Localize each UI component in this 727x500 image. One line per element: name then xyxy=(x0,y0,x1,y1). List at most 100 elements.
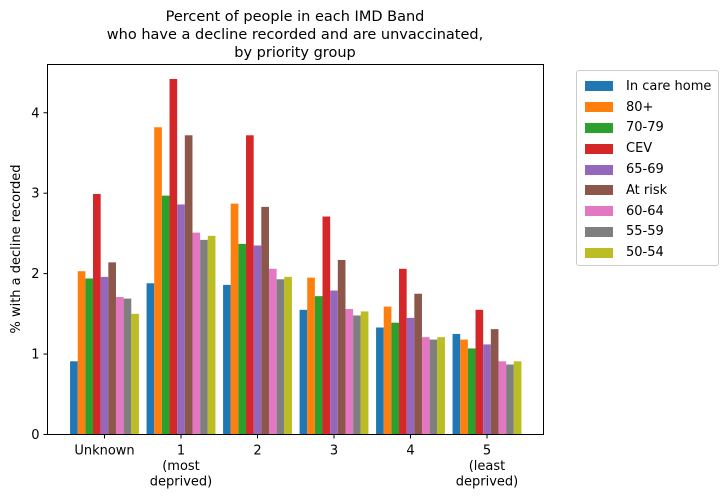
bar-65-69-cat-3 xyxy=(330,290,338,435)
legend-label: 65-69 xyxy=(626,162,664,178)
bar-in-care-home-cat-4 xyxy=(376,327,384,435)
x-tick-label: 3 xyxy=(330,444,338,459)
legend-swatch xyxy=(585,185,613,196)
legend-swatch xyxy=(585,164,613,175)
bar-80--cat-1 xyxy=(154,127,162,435)
y-tick-label: 2 xyxy=(31,267,39,282)
bar-in-care-home-cat-3 xyxy=(299,309,308,435)
bar-at-risk-cat-2 xyxy=(261,206,269,435)
bar-cev-cat-2 xyxy=(246,135,254,435)
bar-50-54-cat-2 xyxy=(284,276,292,435)
bar-60-64-cat-4 xyxy=(421,337,430,435)
x-tick-label: 5 (least deprived) xyxy=(456,444,518,490)
bar-65-69-cat-5 xyxy=(483,344,491,435)
bar-50-54-cat-1 xyxy=(207,235,216,435)
bar-60-64-cat-2 xyxy=(268,268,277,435)
legend-swatch xyxy=(585,247,613,258)
legend-label: 80+ xyxy=(626,99,654,115)
bar-80--cat-4 xyxy=(383,306,392,435)
y-tick-label: 0 xyxy=(31,428,39,443)
bar-60-64-cat-0 xyxy=(115,296,124,435)
bar-50-54-cat-0 xyxy=(131,313,139,435)
bar-50-54-cat-4 xyxy=(437,337,445,435)
legend-label: 70-79 xyxy=(626,120,664,136)
legend-label: 60-64 xyxy=(626,203,664,219)
y-tick-label: 4 xyxy=(31,106,39,121)
legend-swatch xyxy=(585,143,613,154)
bar-at-risk-cat-0 xyxy=(108,262,116,435)
legend-item: 60-64 xyxy=(585,201,718,222)
bar-70-79-cat-5 xyxy=(467,348,476,435)
bar-80--cat-5 xyxy=(460,339,468,435)
x-tick-label: 1 (most deprived) xyxy=(150,444,212,490)
bar-in-care-home-cat-0 xyxy=(70,361,78,435)
y-tick-label: 3 xyxy=(31,187,39,202)
bar-55-59-cat-5 xyxy=(506,364,514,435)
bar-50-54-cat-3 xyxy=(360,311,369,435)
legend-label: At risk xyxy=(626,182,668,198)
bar-70-79-cat-4 xyxy=(391,322,400,435)
chart-title-line-2: who have a decline recorded and are unva… xyxy=(106,27,484,43)
legend-item: At risk xyxy=(585,180,718,201)
bar-70-79-cat-2 xyxy=(238,243,247,435)
legend-item: In care home xyxy=(585,76,718,97)
legend-label: 50-54 xyxy=(626,245,664,261)
y-tick-label: 1 xyxy=(31,348,39,363)
legend-item: CEV xyxy=(585,138,718,159)
legend-item: 65-69 xyxy=(585,159,718,180)
legend-swatch xyxy=(585,226,613,237)
bar-55-59-cat-0 xyxy=(123,298,132,435)
legend-swatch xyxy=(585,122,613,133)
bar-in-care-home-cat-2 xyxy=(223,284,231,435)
bar-55-59-cat-4 xyxy=(429,339,438,435)
bar-65-69-cat-0 xyxy=(100,276,109,435)
bar-80--cat-0 xyxy=(77,271,86,435)
bar-80--cat-3 xyxy=(307,277,315,435)
legend-item: 55-59 xyxy=(585,222,718,243)
bar-cev-cat-5 xyxy=(475,309,484,435)
legend-swatch xyxy=(585,206,613,217)
bar-65-69-cat-4 xyxy=(406,317,415,435)
chart-title-line-1: Percent of people in each IMD Band xyxy=(165,9,425,25)
bar-55-59-cat-3 xyxy=(353,315,361,435)
bar-65-69-cat-2 xyxy=(253,245,262,435)
bar-65-69-cat-1 xyxy=(177,204,185,435)
axes-frame xyxy=(47,64,544,435)
legend-item: 50-54 xyxy=(585,242,718,263)
bar-cev-cat-3 xyxy=(322,216,331,435)
legend-item: 70-79 xyxy=(585,118,718,139)
x-tick-label: 2 xyxy=(253,444,261,459)
legend: In care home 80+ 70-79 CEV 65-69 At risk 60-64… xyxy=(576,70,719,266)
bar-55-59-cat-1 xyxy=(200,239,208,435)
legend-swatch xyxy=(585,81,613,92)
bar-70-79-cat-1 xyxy=(161,195,170,435)
y-axis-label: % with a decline recorded xyxy=(9,164,24,333)
bar-55-59-cat-2 xyxy=(276,279,285,435)
bar-70-79-cat-0 xyxy=(85,278,94,435)
bar-70-79-cat-3 xyxy=(314,296,323,435)
legend-label: In care home xyxy=(626,78,712,94)
bar-60-64-cat-3 xyxy=(345,309,354,435)
bar-cev-cat-1 xyxy=(169,78,178,435)
bar-80--cat-2 xyxy=(230,203,239,435)
legend-swatch xyxy=(585,102,613,113)
chart-title-line-3: by priority group xyxy=(234,45,356,61)
bar-in-care-home-cat-1 xyxy=(146,283,155,435)
bar-at-risk-cat-3 xyxy=(337,259,346,435)
bar-50-54-cat-5 xyxy=(513,361,522,435)
x-tick-label: Unknown xyxy=(74,444,134,459)
bar-at-risk-cat-4 xyxy=(414,293,422,435)
bar-60-64-cat-1 xyxy=(192,232,201,435)
bar-cev-cat-4 xyxy=(399,268,407,435)
bar-cev-cat-0 xyxy=(93,194,101,435)
legend-label: 55-59 xyxy=(626,224,664,240)
x-tick-label: 4 xyxy=(406,444,414,459)
legend-item: 80+ xyxy=(585,97,718,118)
legend-label: CEV xyxy=(626,141,653,157)
bar-at-risk-cat-5 xyxy=(490,329,499,435)
bar-in-care-home-cat-5 xyxy=(452,333,461,435)
bar-60-64-cat-5 xyxy=(498,361,507,435)
bar-at-risk-cat-1 xyxy=(184,135,193,435)
